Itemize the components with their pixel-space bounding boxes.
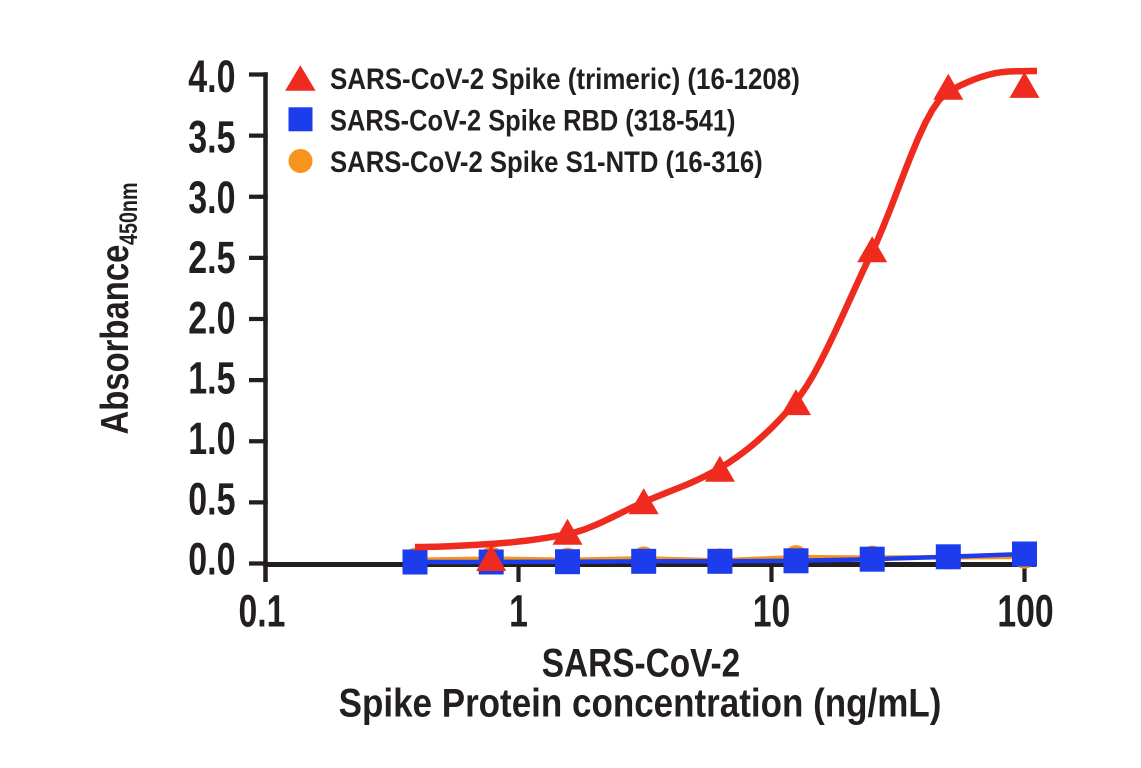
svg-text:10: 10 — [753, 587, 791, 637]
svg-text:450nm: 450nm — [115, 182, 143, 245]
svg-text:3.5: 3.5 — [188, 113, 235, 163]
svg-text:2.0: 2.0 — [188, 294, 235, 344]
svg-text:SARS-CoV-2 Spike S1-NTD (16-31: SARS-CoV-2 Spike S1-NTD (16-316) — [330, 145, 763, 178]
svg-text:0.5: 0.5 — [188, 475, 235, 525]
svg-text:100: 100 — [997, 587, 1053, 637]
svg-text:3.0: 3.0 — [188, 173, 235, 223]
svg-text:0.0: 0.0 — [188, 535, 235, 585]
svg-text:SARS-CoV-2 Spike RBD (318-541): SARS-CoV-2 Spike RBD (318-541) — [330, 103, 736, 136]
svg-text:4.0: 4.0 — [188, 53, 235, 103]
svg-text:SARS-CoV-2: SARS-CoV-2 — [542, 641, 740, 686]
svg-text:1.0: 1.0 — [188, 414, 235, 464]
svg-text:1.5: 1.5 — [188, 354, 235, 404]
svg-text:Absorbance: Absorbance — [92, 245, 136, 435]
svg-text:0.1: 0.1 — [239, 587, 286, 637]
svg-text:1: 1 — [509, 587, 528, 637]
svg-text:SARS-CoV-2 Spike (trimeric) (1: SARS-CoV-2 Spike (trimeric) (16-1208) — [330, 62, 800, 95]
svg-text:Spike Protein concentration (n: Spike Protein concentration (ng/mL) — [339, 680, 942, 725]
svg-text:2.5: 2.5 — [188, 234, 235, 284]
